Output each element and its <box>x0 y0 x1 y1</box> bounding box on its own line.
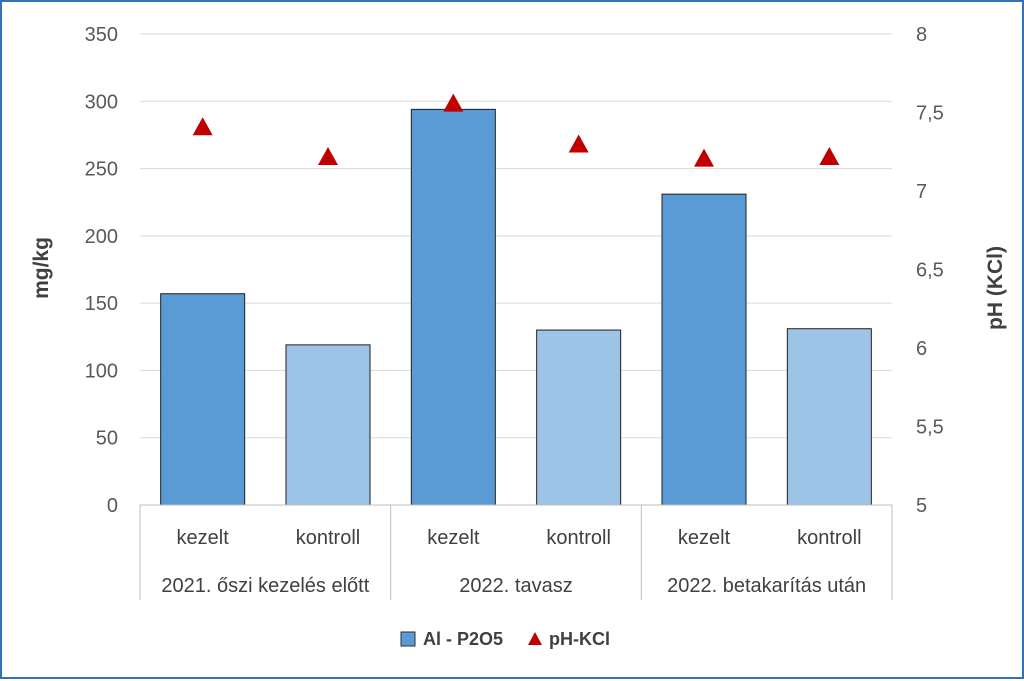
ph-marker-series <box>192 93 840 167</box>
legend: Al - P2O5 pH-KCl <box>400 629 610 649</box>
y2-tick-label: 5 <box>916 495 927 517</box>
y-tick-label: 350 <box>85 24 118 46</box>
subcategory-label: kontroll <box>797 527 861 549</box>
left-axis-ticks: 0 50 100 150 200 250 300 350 <box>85 24 118 517</box>
y-axis-label: mg/kg <box>30 237 53 299</box>
y-tick-label: 100 <box>85 360 118 382</box>
ph-marker <box>318 147 338 166</box>
ph-marker <box>568 134 589 153</box>
bar <box>661 193 747 506</box>
bar <box>160 293 246 506</box>
y-tick-label: 200 <box>85 226 118 248</box>
subcategory-label: kezelt <box>427 527 480 549</box>
category-labels: kezelt kontroll kezelt kontroll kezelt kontro… <box>161 527 866 597</box>
y-tick-label: 50 <box>96 428 118 450</box>
legend-label-bar: Al - P2O5 <box>423 629 503 649</box>
bar-series <box>160 108 872 506</box>
subcategory-label: kontroll <box>296 527 360 549</box>
y2-tick-label: 6,5 <box>916 260 944 282</box>
subcategory-label: kezelt <box>678 527 731 549</box>
legend-swatch-triangle <box>528 632 542 645</box>
y-tick-label: 0 <box>107 495 118 517</box>
right-axis-ticks: 5 5,5 6 6,5 7 7,5 8 <box>916 24 944 517</box>
legend-swatch-bar <box>400 631 416 647</box>
legend-label-ph: pH-KCl <box>549 629 610 649</box>
y-tick-label: 300 <box>85 91 118 113</box>
group-label: 2021. őszi kezelés előtt <box>161 575 369 597</box>
y2-axis-label: pH (KCl) <box>984 246 1007 330</box>
y-tick-label: 150 <box>85 293 118 315</box>
y2-tick-label: 6 <box>916 338 927 360</box>
axes <box>139 504 893 600</box>
y-tick-label: 250 <box>85 159 118 181</box>
ph-marker <box>192 117 213 136</box>
y2-tick-label: 5,5 <box>916 417 944 439</box>
ph-marker <box>694 148 714 167</box>
gridlines <box>140 33 892 439</box>
bar <box>410 108 496 506</box>
ph-marker <box>819 147 840 166</box>
y2-tick-label: 8 <box>916 24 927 46</box>
bar <box>285 344 371 506</box>
bar <box>786 328 872 506</box>
ph-marker <box>443 93 464 112</box>
y2-tick-label: 7,5 <box>916 103 944 125</box>
group-label: 2022. tavasz <box>459 575 572 597</box>
group-label: 2022. betakarítás után <box>667 575 866 597</box>
bar <box>536 329 622 506</box>
y2-tick-label: 7 <box>916 181 927 203</box>
subcategory-label: kontroll <box>546 527 610 549</box>
subcategory-label: kezelt <box>177 527 230 549</box>
